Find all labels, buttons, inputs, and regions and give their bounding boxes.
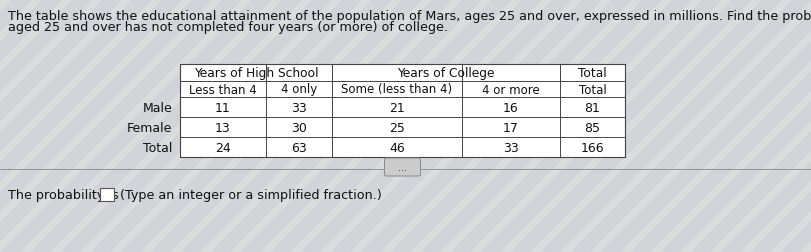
Text: Years of High School: Years of High School	[194, 67, 318, 80]
Text: 30: 30	[291, 121, 307, 134]
Text: 33: 33	[291, 101, 307, 114]
Text: ...: ...	[398, 162, 407, 172]
Text: The probability is: The probability is	[8, 188, 118, 201]
Text: 16: 16	[503, 101, 519, 114]
Text: 4 only: 4 only	[281, 83, 317, 96]
Text: Some (less than 4): Some (less than 4)	[341, 83, 453, 96]
Text: 13: 13	[215, 121, 231, 134]
Text: Female: Female	[127, 121, 172, 134]
Text: The table shows the educational attainment of the population of Mars, ages 25 an: The table shows the educational attainme…	[8, 10, 811, 23]
Bar	[180, 65, 625, 158]
Text: Total: Total	[578, 67, 607, 80]
FancyBboxPatch shape	[384, 158, 420, 176]
Text: 81: 81	[585, 101, 600, 114]
Text: 4 or more: 4 or more	[482, 83, 540, 96]
Text: 17: 17	[503, 121, 519, 134]
Text: 166: 166	[581, 141, 604, 154]
Text: (Type an integer or a simplified fraction.): (Type an integer or a simplified fractio…	[120, 188, 382, 201]
Text: Total: Total	[143, 141, 172, 154]
Text: Male: Male	[142, 101, 172, 114]
Text: 85: 85	[585, 121, 600, 134]
Text: Years of College: Years of College	[397, 67, 495, 80]
Text: Less than 4: Less than 4	[189, 83, 257, 96]
Text: 11: 11	[215, 101, 231, 114]
Bar	[100, 188, 114, 201]
Text: 24: 24	[215, 141, 231, 154]
Text: 63: 63	[291, 141, 307, 154]
Text: aged 25 and over has not completed four years (or more) of college.: aged 25 and over has not completed four …	[8, 21, 448, 34]
Text: 25: 25	[389, 121, 405, 134]
Text: Total: Total	[578, 83, 607, 96]
Text: 46: 46	[389, 141, 405, 154]
Text: 33: 33	[503, 141, 519, 154]
Text: 21: 21	[389, 101, 405, 114]
